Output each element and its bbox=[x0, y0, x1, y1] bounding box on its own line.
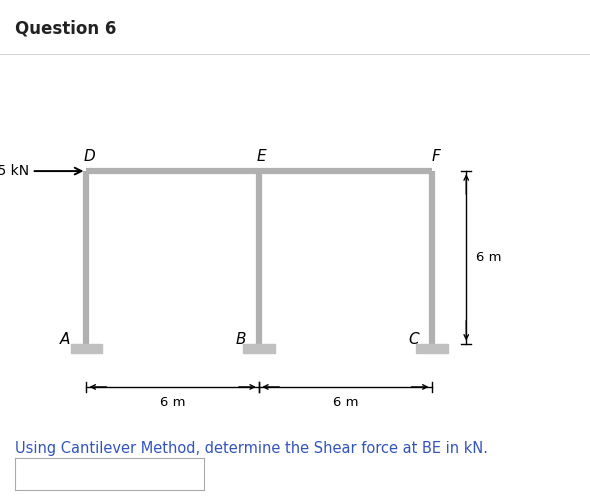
Text: 6 m: 6 m bbox=[160, 396, 185, 409]
Bar bbox=[416, 344, 448, 353]
Text: 6 m: 6 m bbox=[333, 396, 358, 409]
Text: C: C bbox=[408, 332, 419, 347]
Text: B: B bbox=[235, 332, 246, 347]
Text: E: E bbox=[257, 149, 267, 164]
Bar bbox=[243, 344, 275, 353]
Bar bbox=[71, 344, 102, 353]
Text: 225 kN: 225 kN bbox=[0, 164, 29, 178]
Text: Using Cantilever Method, determine the Shear force at BE in kN.: Using Cantilever Method, determine the S… bbox=[15, 441, 488, 456]
Text: A: A bbox=[60, 332, 71, 347]
Text: F: F bbox=[432, 149, 440, 164]
Text: D: D bbox=[83, 149, 95, 164]
Text: Question 6: Question 6 bbox=[15, 19, 116, 37]
Text: 6 m: 6 m bbox=[476, 251, 502, 264]
